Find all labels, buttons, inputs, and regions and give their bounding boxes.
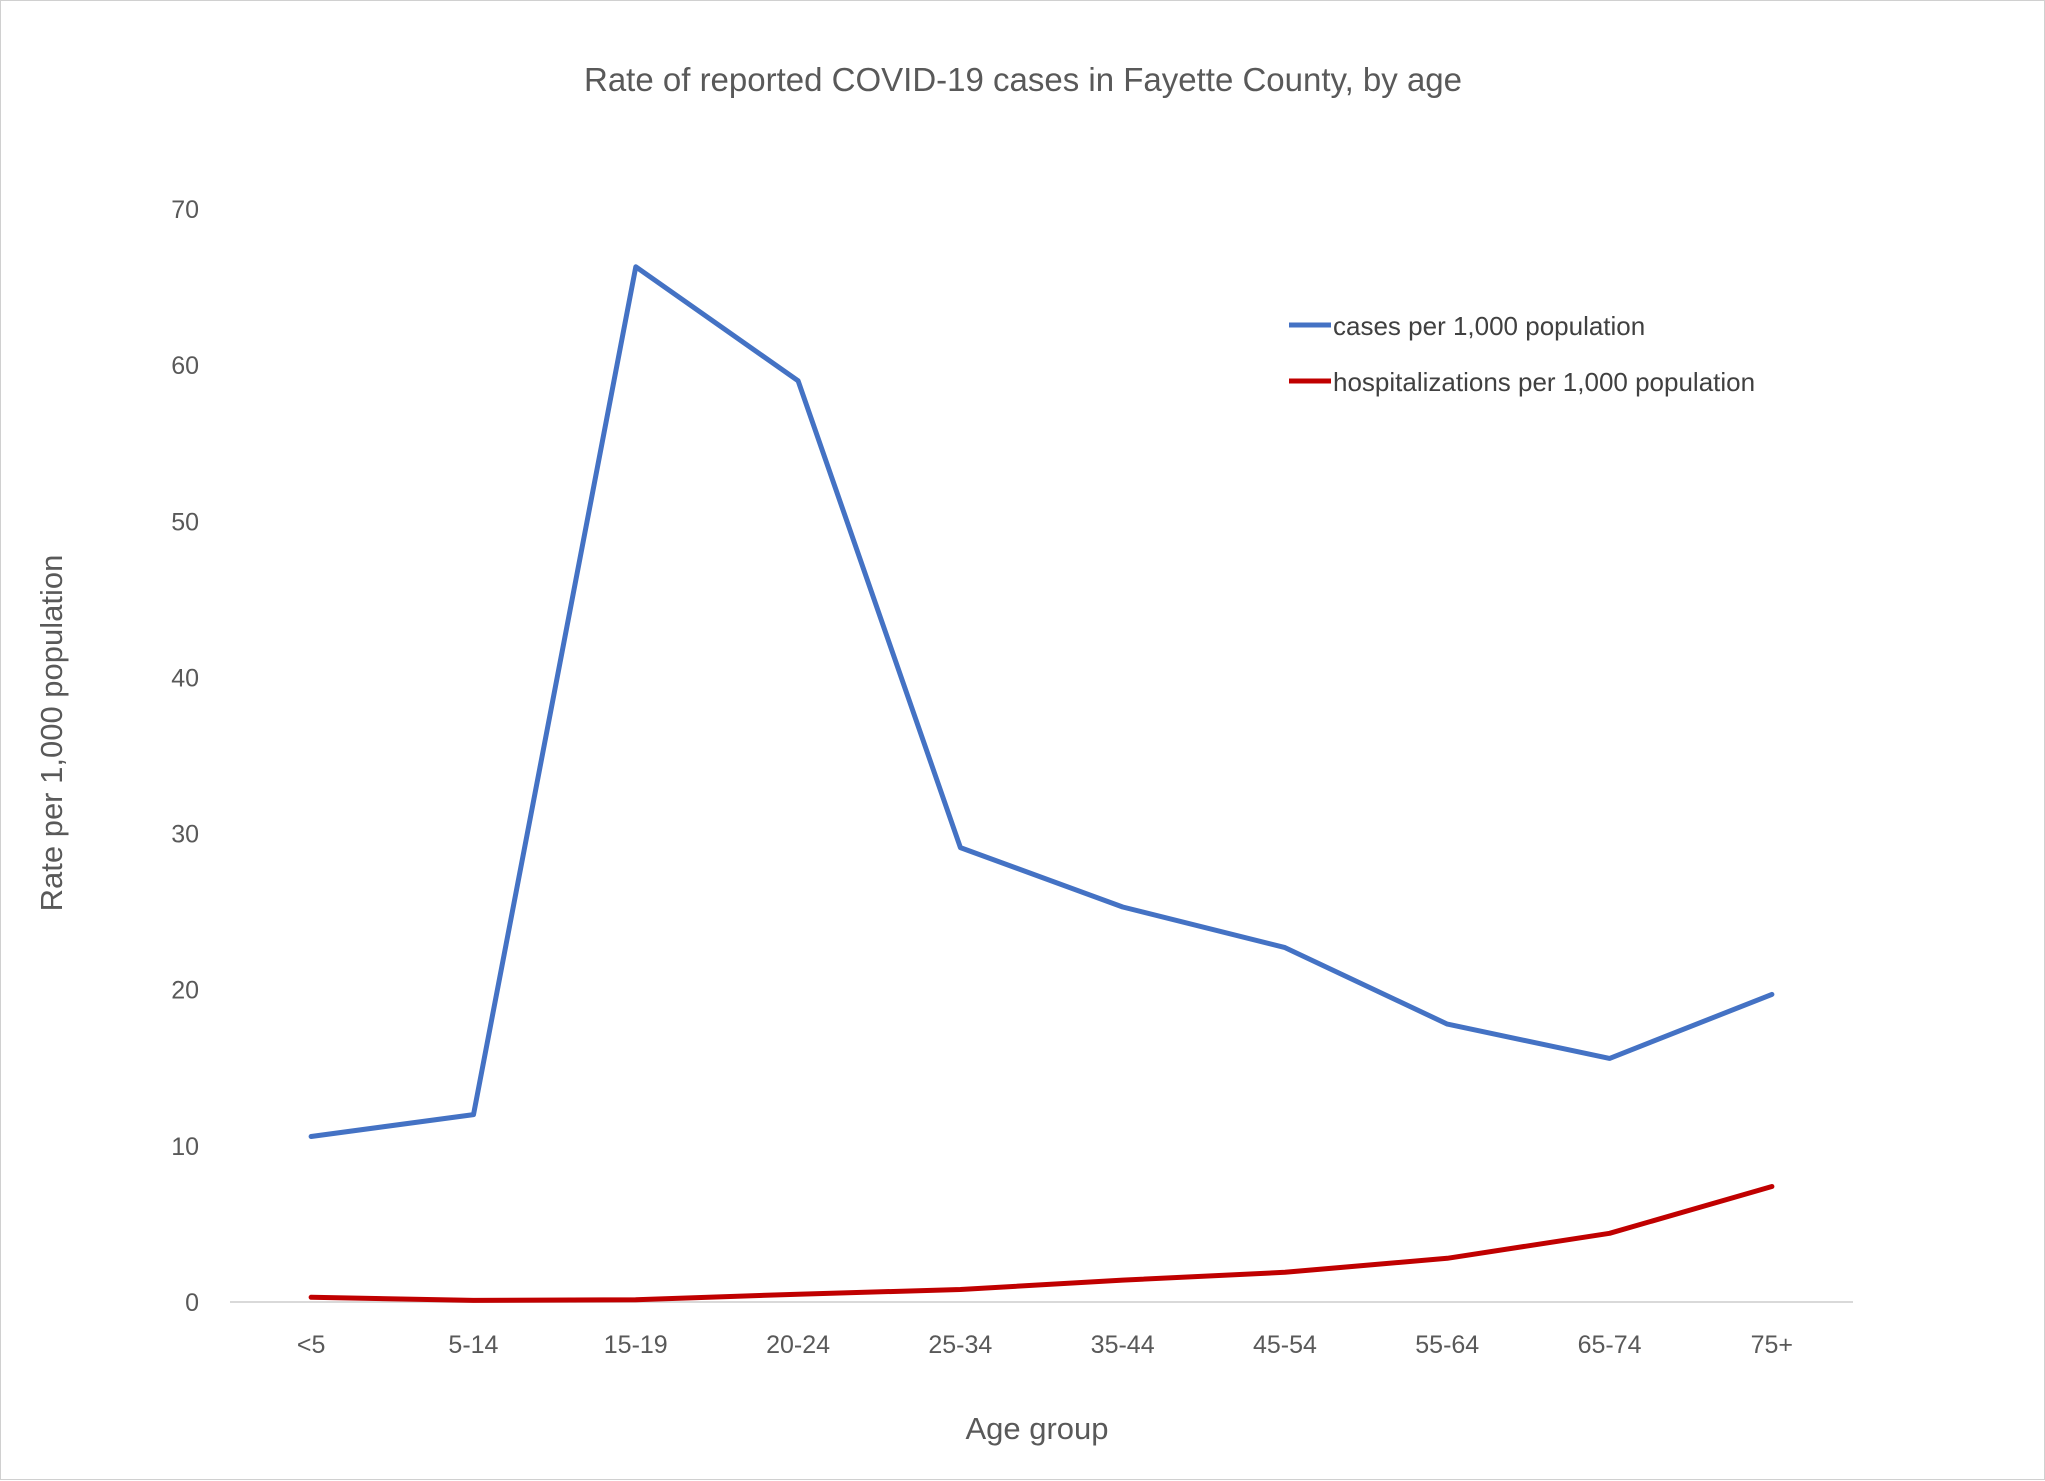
y-axis-ticks: 0 10 20 30 40 50 60 70 — [171, 196, 199, 1317]
legend-label-hospitalizations: hospitalizations per 1,000 population — [1333, 367, 1755, 397]
series-line-cases — [308, 264, 1775, 1139]
y-tick-label: 20 — [171, 977, 199, 1005]
x-tick-label: 5-14 — [448, 1331, 498, 1359]
series-line-hospitalizations — [308, 1184, 1775, 1303]
legend-label-cases: cases per 1,000 population — [1333, 311, 1645, 341]
y-tick-label: 30 — [171, 821, 199, 849]
x-tick-label: 20-24 — [766, 1331, 830, 1359]
x-tick-label: 55-64 — [1415, 1331, 1479, 1359]
y-tick-label: 60 — [171, 352, 199, 380]
x-tick-label: 45-54 — [1253, 1331, 1317, 1359]
x-tick-label: <5 — [297, 1331, 326, 1359]
series-lines — [308, 264, 1775, 1303]
legend: cases per 1,000 population hospitalizati… — [1289, 311, 1755, 397]
y-tick-label: 10 — [171, 1133, 199, 1161]
chart-title: Rate of reported COVID-19 cases in Fayet… — [584, 61, 1462, 98]
x-tick-label: 75+ — [1751, 1331, 1793, 1359]
y-tick-label: 50 — [171, 508, 199, 536]
y-axis-title: Rate per 1,000 population — [34, 555, 69, 912]
x-tick-label: 65-74 — [1578, 1331, 1642, 1359]
x-axis-ticks: <5 5-14 15-19 20-24 25-34 35-44 45-54 55-64 65-7… — [297, 1331, 1793, 1359]
y-tick-label: 0 — [185, 1289, 199, 1317]
x-tick-label: 25-34 — [928, 1331, 992, 1359]
y-tick-label: 40 — [171, 664, 199, 692]
x-axis-title: Age group — [965, 1411, 1108, 1446]
x-tick-label: 15-19 — [604, 1331, 668, 1359]
x-tick-label: 35-44 — [1091, 1331, 1155, 1359]
y-tick-label: 70 — [171, 196, 199, 224]
